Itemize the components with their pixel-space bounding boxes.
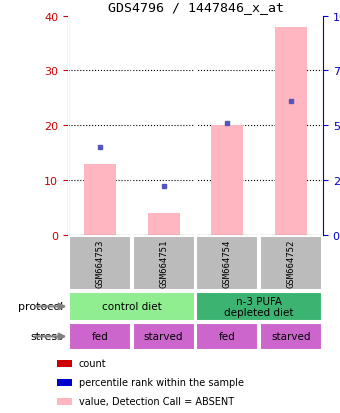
Bar [57, 379, 72, 386]
Title: GDS4796 / 1447846_x_at: GDS4796 / 1447846_x_at [107, 1, 284, 14]
Bar [196, 292, 322, 321]
Text: starved: starved [271, 332, 311, 342]
Text: fed: fed [219, 332, 236, 342]
Text: percentile rank within the sample: percentile rank within the sample [79, 377, 243, 387]
Text: fed: fed [91, 332, 108, 342]
Text: GSM664752: GSM664752 [287, 239, 295, 287]
Text: stress: stress [30, 332, 63, 342]
Bar [211, 126, 243, 235]
Bar [196, 237, 258, 290]
Bar [69, 292, 195, 321]
Text: GSM664753: GSM664753 [96, 239, 104, 287]
Bar [57, 398, 72, 405]
Bar [260, 237, 322, 290]
Text: count: count [79, 358, 106, 368]
Text: protocol: protocol [18, 301, 63, 312]
Bar [260, 323, 322, 350]
Bar [148, 214, 180, 235]
Bar [69, 237, 131, 290]
Bar [196, 323, 258, 350]
Text: value, Detection Call = ABSENT: value, Detection Call = ABSENT [79, 396, 234, 406]
Text: starved: starved [144, 332, 183, 342]
Bar [133, 237, 195, 290]
Text: GSM664754: GSM664754 [223, 239, 232, 287]
Text: control diet: control diet [102, 301, 162, 312]
Bar [69, 323, 131, 350]
Bar [84, 164, 116, 235]
Bar [133, 323, 195, 350]
Text: GSM664751: GSM664751 [159, 239, 168, 287]
Bar [275, 27, 307, 235]
Bar [57, 360, 72, 367]
Text: n-3 PUFA
depleted diet: n-3 PUFA depleted diet [224, 296, 294, 318]
